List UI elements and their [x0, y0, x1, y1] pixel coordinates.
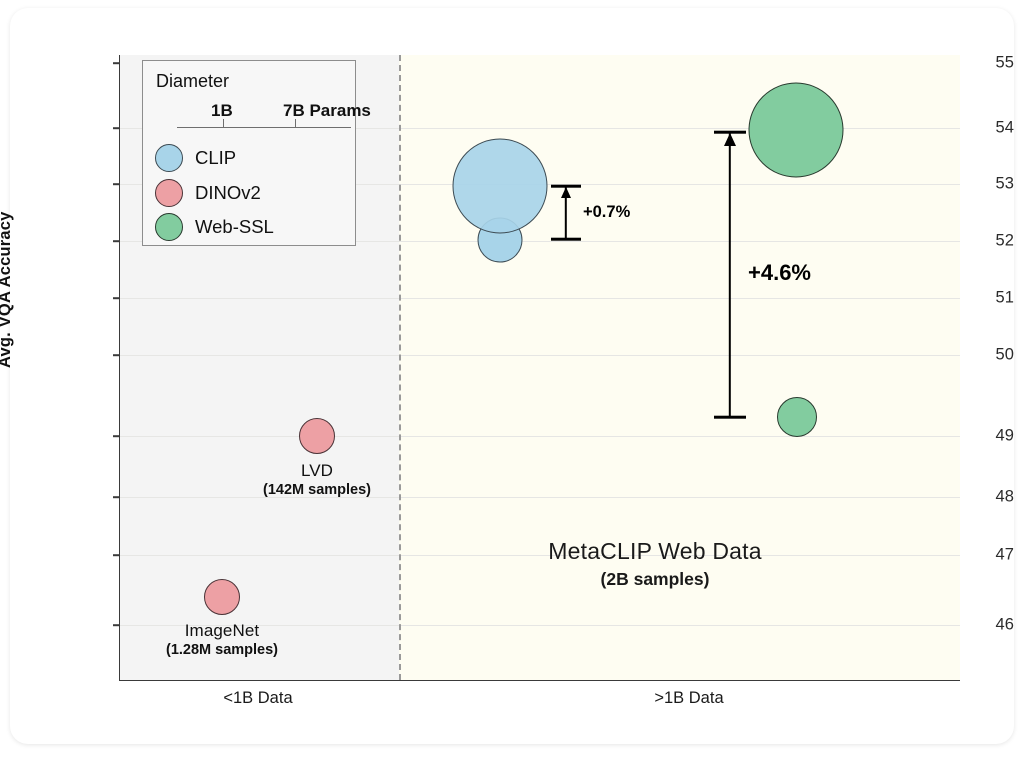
- point-label-imagenet: ImageNet (1.28M samples): [166, 621, 278, 658]
- delta-stem: [728, 133, 732, 417]
- y-tick-label-49: 49: [995, 426, 1014, 445]
- legend-item-clip[interactable]: CLIP: [155, 141, 236, 175]
- y-tick-mark: [113, 183, 119, 185]
- figure-card: Avg. VQA Accuracy 55 54 53 52 51 50 49 4…: [0, 8, 1014, 744]
- zone-annotation-title: MetaCLIP Web Data: [548, 538, 762, 564]
- y-tick-mark: [113, 127, 119, 129]
- y-tick-mark: [113, 624, 119, 626]
- circle-icon-dinov2: [155, 179, 183, 207]
- point-label-lvd: LVD (142M samples): [263, 461, 371, 498]
- gridline: [120, 241, 960, 242]
- y-tick-label-52: 52: [995, 231, 1014, 250]
- delta-arrowhead-up: [724, 133, 736, 146]
- gridline: [120, 355, 960, 356]
- x-tick-label-under-1b: <1B Data: [223, 689, 293, 707]
- delta-cap-bottom: [551, 237, 581, 241]
- zone-divider: [399, 55, 401, 680]
- y-tick-label-51: 51: [995, 288, 1014, 307]
- point-label-sub: (142M samples): [263, 482, 371, 498]
- scale-rule: [177, 127, 351, 129]
- y-tick-mark: [113, 554, 119, 556]
- y-tick-mark: [113, 354, 119, 356]
- gridline: [120, 497, 960, 498]
- zone-annotation-metaclip: MetaCLIP Web Data (2B samples): [548, 538, 762, 590]
- legend-item-label: DINOv2: [195, 182, 261, 203]
- legend: Diameter 1B 7B Params CLIP DINOv2 Web-SS…: [142, 60, 371, 246]
- point-label-sub: (1.28M samples): [165, 642, 279, 658]
- delta-cap-top: [714, 130, 746, 134]
- bubble-dinov2-lvd[interactable]: [299, 418, 335, 454]
- gridline: [120, 436, 960, 437]
- scale-label-min: 1B: [211, 101, 233, 120]
- gridline: [120, 298, 960, 299]
- y-tick-label-46: 46: [995, 615, 1014, 634]
- scale-tick-min: [223, 119, 225, 128]
- y-tick-label-53: 53: [995, 174, 1014, 193]
- bubble-webssl-1b[interactable]: [777, 397, 817, 437]
- delta-cap-bottom: [714, 415, 746, 419]
- scale-label-max: 7B Params: [283, 101, 371, 120]
- y-axis-title: Avg. VQA Accuracy: [0, 211, 14, 368]
- gridline: [120, 625, 960, 626]
- scale-tick-max: [295, 119, 297, 128]
- y-tick-label-54: 54: [995, 118, 1014, 137]
- legend-title: Diameter: [156, 71, 230, 91]
- chart-canvas: Avg. VQA Accuracy 55 54 53 52 51 50 49 4…: [0, 8, 1014, 744]
- y-tick-mark: [113, 496, 119, 498]
- delta-cap-top: [551, 184, 581, 188]
- delta-arrowhead-up: [561, 187, 571, 198]
- delta-label-clip: +0.7%: [583, 203, 631, 221]
- y-tick-label-47: 47: [995, 545, 1014, 564]
- legend-item-label: Web-SSL: [195, 216, 274, 237]
- zone-annotation-subtitle: (2B samples): [600, 569, 710, 589]
- bubble-clip-7b[interactable]: [452, 138, 548, 234]
- circle-icon-webssl: [155, 213, 183, 241]
- point-label-name: LVD: [300, 461, 334, 480]
- y-tick-mark: [113, 62, 119, 64]
- bubble-dinov2-imagenet[interactable]: [204, 579, 240, 615]
- y-tick-mark: [113, 240, 119, 242]
- legend-item-webssl[interactable]: Web-SSL: [155, 210, 274, 244]
- delta-stem: [564, 187, 568, 239]
- bubble-webssl-7b[interactable]: [748, 82, 844, 178]
- y-tick-mark: [113, 297, 119, 299]
- gridline: [120, 555, 960, 556]
- legend-item-label: CLIP: [195, 147, 237, 168]
- y-tick-label-55: 55: [995, 53, 1014, 72]
- x-tick-label-over-1b: >1B Data: [654, 689, 724, 707]
- legend-item-dinov2[interactable]: DINOv2: [155, 176, 261, 210]
- gridline: [120, 128, 960, 129]
- point-label-name: ImageNet: [184, 621, 260, 640]
- circle-icon-clip: [155, 144, 183, 172]
- legend-size-scale: 1B 7B Params: [177, 101, 371, 131]
- y-tick-label-48: 48: [995, 487, 1014, 506]
- y-tick-mark: [113, 435, 119, 437]
- delta-label-webssl: +4.6%: [748, 260, 811, 285]
- y-tick-label-50: 50: [995, 345, 1014, 364]
